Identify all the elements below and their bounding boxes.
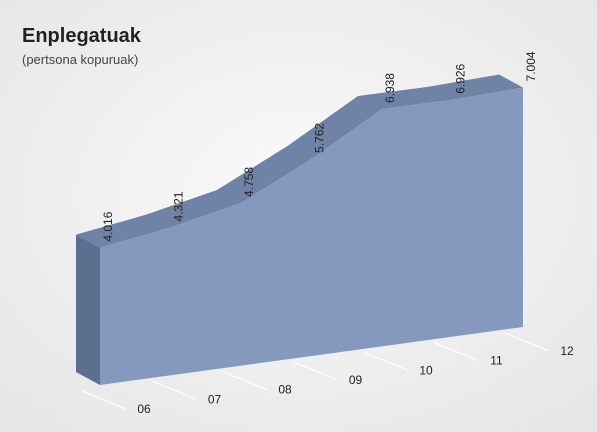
leader-line [434, 342, 479, 362]
value-label: 6.938 [383, 73, 397, 103]
x-tick-label: 12 [560, 344, 574, 358]
x-tick-label: 08 [278, 383, 292, 397]
leader-line [293, 361, 338, 381]
leader-line [81, 390, 127, 410]
x-tick-label: 11 [490, 354, 503, 368]
value-label: 4.758 [242, 167, 256, 197]
area-top [76, 74, 523, 248]
value-label: 4.016 [101, 211, 115, 241]
x-tick-label: 07 [208, 392, 222, 406]
area-side [76, 234, 100, 385]
leader-line [222, 371, 268, 391]
area-front [100, 87, 523, 386]
x-tick-label: 06 [137, 402, 151, 416]
leader-line [152, 380, 197, 400]
leader-line [504, 332, 550, 352]
x-tick-label: 10 [419, 363, 433, 377]
leader-line [363, 351, 409, 371]
chart-subtitle: (pertsona kopuruak) [22, 52, 138, 67]
x-tick-label: 09 [349, 373, 363, 387]
value-label: 6.926 [454, 63, 468, 93]
chart-title: Enplegatuak [22, 25, 142, 47]
value-label: 5.762 [313, 123, 327, 153]
value-label: 4.321 [172, 191, 186, 221]
value-label: 7.004 [524, 51, 538, 81]
